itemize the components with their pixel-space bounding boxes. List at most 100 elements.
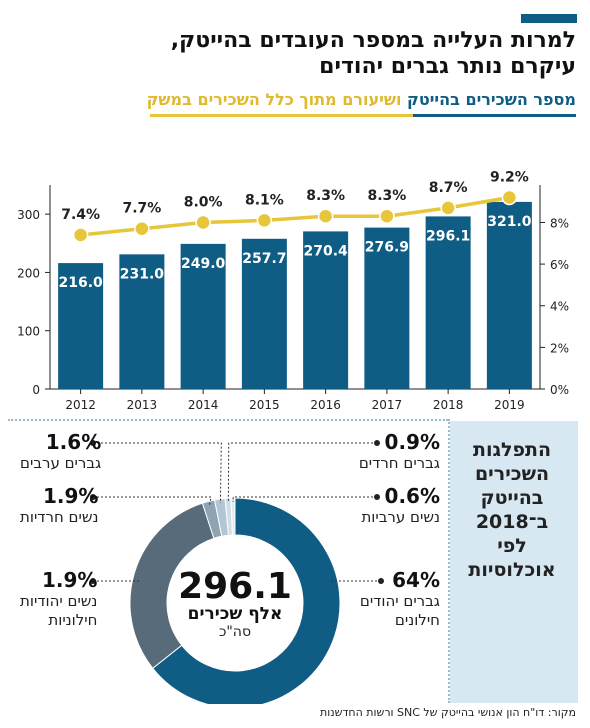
bar xyxy=(180,243,226,389)
rate-value-label: 9.2% xyxy=(490,169,529,185)
leader-line xyxy=(93,442,222,504)
rate-point xyxy=(72,227,89,243)
rate-value-label: 8.3% xyxy=(367,188,406,204)
label-text: גברים ערבים xyxy=(20,454,102,472)
label-text: נשים יהודיות xyxy=(20,592,98,610)
bar-value-label: 321.0 xyxy=(487,214,532,230)
rate-line xyxy=(80,195,510,237)
legend-line-yellow xyxy=(150,114,413,117)
x-tick-label: 2019 xyxy=(494,398,525,412)
label-secular-jewish-women: 1.9% נשים יהודיות חילוניות xyxy=(20,568,97,630)
bar xyxy=(303,231,349,389)
bar xyxy=(241,238,287,389)
bar-line-chart: 0 100 200 300 0% 2% 4% 6% 8% 216.0 2012 231.0 2013 24… xyxy=(17,169,569,412)
y-tick-label: 0 xyxy=(32,383,40,397)
x-tick-label: 2014 xyxy=(188,398,219,412)
label-pct: 0.9% xyxy=(384,430,440,454)
bar xyxy=(119,254,165,389)
legend-series-2: ושיעורם מתוך כלל השכירים במשק xyxy=(146,90,402,109)
x-tick-label: 2013 xyxy=(127,398,158,412)
leader-dot xyxy=(374,440,380,446)
leader-line xyxy=(93,496,212,506)
legend-series-1: מספר השכירים בהייטק xyxy=(407,90,576,109)
source-note: מקור: דו"ח הון אנושי בהייטק של SNC ורשות… xyxy=(320,706,576,719)
donut-slice xyxy=(230,497,236,536)
label-pct: 1.6% xyxy=(45,430,102,454)
rate-value-label: 7.4% xyxy=(61,207,100,223)
rate-point xyxy=(134,220,150,237)
pie-title-line-1: התפלגות xyxy=(472,439,551,461)
panel-divider xyxy=(448,419,450,703)
donut-center-value: 296.1 xyxy=(178,566,292,607)
rate-value-label: 8.3% xyxy=(306,188,345,204)
leader-dot xyxy=(90,440,96,446)
label-text: נשים חרדיות xyxy=(20,508,99,526)
label-pct: 1.9% xyxy=(41,568,98,592)
pie-title-line-3: בהייטק ב־2018 xyxy=(475,487,549,533)
title-accent-bar xyxy=(521,14,577,23)
legend-line-blue xyxy=(413,114,576,117)
title-line-2: עיקרם נותר גברים יהודים xyxy=(319,54,576,79)
y-tick-label: 300 xyxy=(17,208,40,222)
x-tick-label: 2017 xyxy=(372,398,403,412)
rate-value-label: 8.0% xyxy=(184,194,223,210)
legend-underline xyxy=(150,114,576,118)
rate-point xyxy=(501,189,518,206)
x-tick-label: 2016 xyxy=(310,398,341,412)
leader-dot xyxy=(374,494,380,500)
y2-tick-label: 4% xyxy=(550,300,569,314)
x-tick-label: 2018 xyxy=(433,398,464,412)
label-arab-men: 1.6% גברים ערבים xyxy=(20,430,101,473)
label-text: גברים יהודים xyxy=(359,592,440,610)
y2-tick-label: 2% xyxy=(550,341,569,355)
leader-dot xyxy=(378,578,384,584)
page-title: למרות העלייה במספר העובדים בהייטק, עיקרם… xyxy=(16,28,576,80)
bar-value-label: 231.0 xyxy=(120,266,165,282)
bar-value-label: 296.1 xyxy=(426,228,470,244)
rate-point xyxy=(317,208,334,224)
donut-chart xyxy=(90,440,384,704)
label-haredi-men: 0.9% גברים חרדים xyxy=(359,430,440,473)
bar-value-label: 216.0 xyxy=(58,275,103,291)
y2-tick-label: 8% xyxy=(550,216,569,230)
bar-value-label: 276.9 xyxy=(365,240,409,256)
label-pct: 0.6% xyxy=(384,484,440,508)
donut-center-total: סה"כ xyxy=(218,624,252,640)
y2-tick-label: 0% xyxy=(550,383,569,397)
label-pct: 64% xyxy=(392,568,440,592)
rate-point xyxy=(440,200,456,216)
rate-point xyxy=(379,208,395,224)
y-tick-label: 100 xyxy=(17,325,40,339)
label-text: חילונים xyxy=(394,611,440,629)
y-tick-label: 200 xyxy=(17,266,40,280)
pie-title-line-4: לפי אוכלוסיות xyxy=(468,535,556,581)
bar-value-label: 270.4 xyxy=(303,243,348,259)
x-tick-label: 2012 xyxy=(65,398,96,412)
pie-title: התפלגות השכירים בהייטק ב־2018 לפי אוכלוס… xyxy=(452,438,572,582)
bar-value-label: 249.0 xyxy=(181,256,226,272)
pie-title-line-2: השכירים xyxy=(474,463,550,485)
label-haredi-women: 1.9% נשים חרדיות xyxy=(20,484,98,527)
label-text: נשים ערביות xyxy=(361,508,440,526)
title-line-1: למרות העלייה במספר העובדים בהייטק, xyxy=(170,28,576,53)
label-text: חילוניות xyxy=(48,611,98,629)
bar-value-label: 257.7 xyxy=(242,251,286,267)
rate-value-label: 8.1% xyxy=(245,192,284,208)
leader-dot xyxy=(90,494,96,500)
label-arab-women: 0.6% נשים ערביות xyxy=(361,484,440,527)
pie-title-panel xyxy=(450,421,578,703)
leader-dot xyxy=(90,578,96,584)
label-pct: 1.9% xyxy=(43,484,99,508)
bar xyxy=(486,201,532,389)
bar xyxy=(364,227,410,389)
donut-slice xyxy=(152,497,341,704)
leader-line xyxy=(227,442,377,503)
legend: מספר השכירים בהייטק ושיעורם מתוך כלל השכ… xyxy=(147,90,576,109)
y2-tick-label: 6% xyxy=(550,258,569,272)
label-secular-jewish-men: 64% גברים יהודים חילונים xyxy=(360,568,440,630)
x-tick-label: 2015 xyxy=(249,398,280,412)
section-divider xyxy=(8,419,448,421)
rate-value-label: 8.7% xyxy=(429,180,468,196)
donut-center-unit: אלף שכירים xyxy=(187,604,283,624)
rate-point xyxy=(256,212,273,229)
